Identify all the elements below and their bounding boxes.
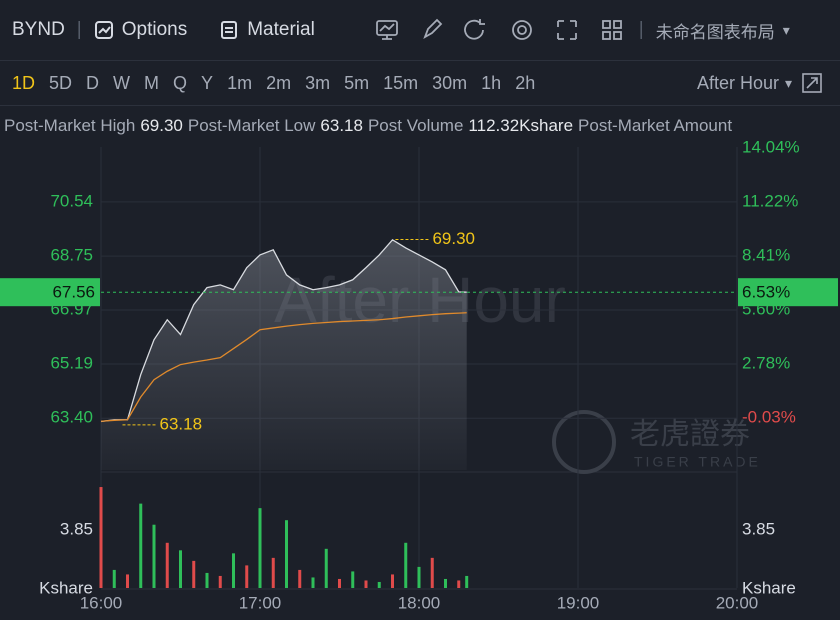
volume-bar bbox=[165, 542, 169, 588]
last-pct: 6.53% bbox=[742, 283, 790, 302]
options[interactable]: Options bbox=[121, 19, 188, 40]
volume-bar bbox=[245, 565, 249, 588]
y2-tick-label: 14.04% bbox=[742, 137, 800, 156]
volume-bar bbox=[457, 580, 461, 588]
volume-bar bbox=[444, 578, 447, 588]
period[interactable]: W bbox=[113, 72, 131, 93]
stat-label: Post-Market Amount bbox=[578, 116, 733, 135]
period[interactable]: 2m bbox=[266, 72, 292, 93]
volume-bar bbox=[465, 575, 469, 588]
period[interactable]: 2h bbox=[515, 72, 536, 93]
periods: 1D 5D D W M Q Y 1m 2m 3m 5m 15m 30m 1h 2h bbox=[12, 73, 549, 94]
session[interactable]: After Hour bbox=[696, 72, 779, 93]
y-tick-label: 70.54 bbox=[50, 191, 93, 210]
last-pct-box bbox=[738, 278, 838, 307]
stat-value: 112.32Kshare bbox=[468, 116, 574, 135]
y-tick-label: 63.40 bbox=[50, 408, 93, 427]
logo bbox=[552, 410, 616, 474]
stat-label: Post Volume bbox=[367, 116, 464, 135]
period[interactable]: 1m bbox=[227, 72, 253, 93]
price-line bbox=[100, 238, 467, 423]
options-icon bbox=[94, 21, 113, 39]
volume-bar bbox=[139, 503, 143, 588]
x-tick-label: 16:00 bbox=[80, 593, 123, 612]
period[interactable]: 5D bbox=[49, 72, 73, 93]
y2-tick-label: 2.78% bbox=[742, 354, 790, 373]
period[interactable]: 1D bbox=[12, 72, 36, 93]
expand-icon[interactable] bbox=[802, 73, 822, 93]
stat-value: 63.18 bbox=[320, 116, 363, 135]
volume-bar bbox=[391, 574, 394, 588]
volume-bar bbox=[298, 569, 302, 588]
toolbar: BYND | Options Material | 未命名图表布局 ▾ bbox=[0, 0, 840, 61]
volume-bar bbox=[152, 524, 156, 588]
volume-bar bbox=[404, 542, 408, 588]
dropdown-caret[interactable]: ▾ bbox=[782, 21, 790, 38]
volume-bar bbox=[232, 553, 235, 588]
x-tick-label: 17:00 bbox=[239, 593, 282, 612]
stats: Post-Market High 69.30 Post-Market Low 63.1… bbox=[4, 116, 737, 136]
volume-bar bbox=[377, 581, 381, 588]
stat-label: Post-Market High bbox=[4, 116, 136, 135]
last-price: 67.56 bbox=[52, 283, 95, 302]
annotation-label: 63.18 bbox=[160, 414, 203, 433]
stat-value: 69.30 bbox=[140, 116, 183, 135]
brand-en: TIGER TRADE bbox=[634, 454, 761, 470]
price-line bbox=[100, 312, 467, 422]
volume-bar bbox=[258, 508, 262, 588]
volume-bar bbox=[430, 557, 434, 588]
period[interactable]: D bbox=[86, 72, 100, 93]
period[interactable]: 15m bbox=[383, 72, 419, 93]
y2-tick-label: 11.22% bbox=[742, 192, 798, 211]
volume-bar bbox=[311, 577, 315, 588]
volume-bar bbox=[324, 548, 328, 588]
x-tick-label: 19:00 bbox=[557, 593, 600, 612]
volume-bar bbox=[192, 560, 196, 588]
x-tick-label: 20:00 bbox=[716, 593, 759, 612]
volume-bar bbox=[285, 520, 288, 588]
y2-tick-label: -0.03% bbox=[742, 407, 796, 426]
volume-bar bbox=[351, 571, 355, 588]
period[interactable]: 5m bbox=[344, 72, 370, 93]
volume-bar bbox=[271, 557, 275, 588]
stat-label: Post-Market Low bbox=[187, 116, 316, 135]
volume-bar bbox=[218, 575, 222, 588]
volume-bar bbox=[364, 580, 368, 588]
period[interactable]: 1h bbox=[481, 72, 502, 93]
volume-bar bbox=[338, 578, 341, 588]
y-tick-label: 65.19 bbox=[50, 353, 93, 372]
tool-icons[interactable] bbox=[375, 18, 625, 42]
volume-bar bbox=[99, 487, 103, 588]
vol-unit-right: Kshare bbox=[742, 578, 796, 597]
period[interactable]: Y bbox=[201, 72, 214, 93]
material-icon bbox=[221, 21, 238, 39]
period[interactable]: 30m bbox=[432, 72, 468, 93]
x-tick-label: 18:00 bbox=[398, 593, 441, 612]
y-tick-label: 68.75 bbox=[50, 246, 93, 265]
volume-bar bbox=[417, 566, 421, 588]
vol-tick-label-right: 3.85 bbox=[742, 519, 775, 538]
period-bar: 1D 5D D W M Q Y 1m 2m 3m 5m 15m 30m 1h 2h After Hour ▾ bbox=[0, 61, 840, 106]
y2-tick-label: 8.41% bbox=[742, 246, 790, 265]
price-area bbox=[101, 239, 467, 470]
volume-bar bbox=[126, 574, 129, 588]
annotation-label: 69.30 bbox=[432, 229, 475, 248]
vol-unit: Kshare bbox=[39, 578, 93, 597]
volume-bar bbox=[112, 569, 116, 588]
period[interactable]: 3m bbox=[305, 72, 331, 93]
volume-bar bbox=[205, 572, 209, 588]
symbol[interactable]: BYND bbox=[12, 19, 65, 40]
vol-tick-label: 3.85 bbox=[60, 519, 93, 538]
period[interactable]: Q bbox=[173, 72, 188, 93]
volume-bar bbox=[179, 550, 182, 588]
period[interactable]: M bbox=[144, 72, 160, 93]
brand-cn: 老虎證券 bbox=[630, 418, 750, 451]
last-price-box bbox=[0, 278, 100, 307]
session-caret[interactable]: ▾ bbox=[784, 74, 792, 91]
material[interactable]: Material bbox=[247, 19, 315, 40]
layout-name[interactable]: 未命名图表布局 bbox=[655, 22, 775, 42]
